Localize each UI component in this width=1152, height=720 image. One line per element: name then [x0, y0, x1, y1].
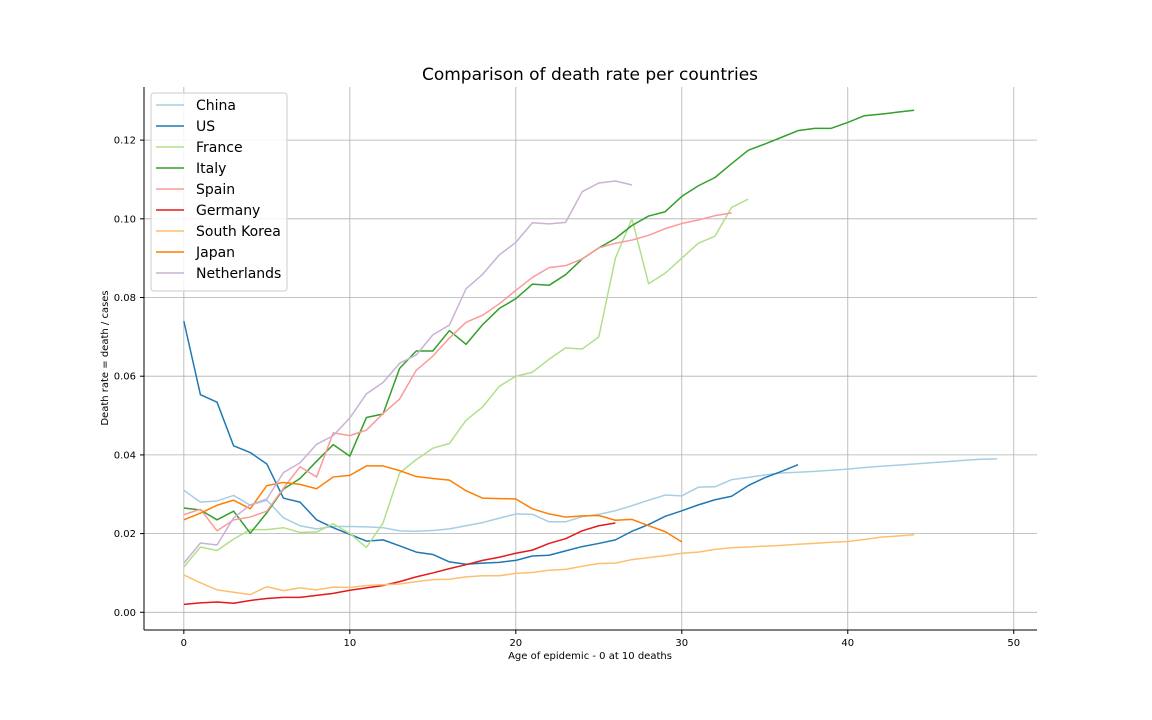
- series-line-france: [183, 198, 749, 568]
- legend-box: [150, 92, 288, 292]
- legend-label-us: US: [196, 119, 215, 135]
- y-tick-label: 0.10: [114, 214, 136, 225]
- x-tick-label: 40: [841, 638, 854, 649]
- y-tick-label: 0.06: [114, 372, 136, 383]
- series-lines: [183, 109, 998, 606]
- y-tick-label: 0.08: [114, 293, 136, 304]
- series-line-spain: [183, 212, 732, 532]
- series-line-japan: [183, 465, 683, 543]
- legend-label-netherlands: Netherlands: [196, 266, 281, 282]
- x-axis-label: Age of epidemic - 0 at 10 deaths: [508, 651, 672, 662]
- x-tick-label: 30: [675, 638, 688, 649]
- x-tick-label: 0: [181, 638, 187, 649]
- legend-label-italy: Italy: [196, 161, 226, 177]
- grid: [144, 87, 1037, 630]
- series-line-netherlands: [183, 180, 633, 564]
- series-line-italy: [183, 109, 915, 534]
- x-tick-label: 10: [343, 638, 356, 649]
- y-tick-label: 0.12: [114, 136, 136, 147]
- series-line-us: [183, 320, 799, 566]
- chart-title: Comparison of death rate per countries: [422, 65, 758, 85]
- y-tick-label: 0.02: [114, 529, 136, 540]
- legend-label-spain: Spain: [196, 182, 235, 198]
- y-axis-label: Death rate = death / cases: [100, 290, 111, 425]
- y-tick-label: 0.00: [114, 608, 136, 619]
- axes: 0 10 20 30 40 50 0.00 0.02 0.04 0.06 0.08 0.10 0.12: [114, 87, 1037, 649]
- x-tick-label: 50: [1007, 638, 1020, 649]
- x-tick-label: 20: [509, 638, 522, 649]
- legend-label-france: France: [196, 140, 243, 156]
- legend-label-china: China: [196, 98, 236, 114]
- legend-label-japan: Japan: [195, 245, 235, 261]
- legend: China US France Italy Spain Germany South Kore…: [150, 92, 288, 292]
- legend-label-south-korea: South Korea: [196, 224, 281, 240]
- series-line-south-korea: [183, 534, 915, 596]
- series-line-germany: [183, 522, 616, 606]
- legend-label-germany: Germany: [196, 203, 260, 219]
- y-tick-label: 0.04: [114, 450, 136, 461]
